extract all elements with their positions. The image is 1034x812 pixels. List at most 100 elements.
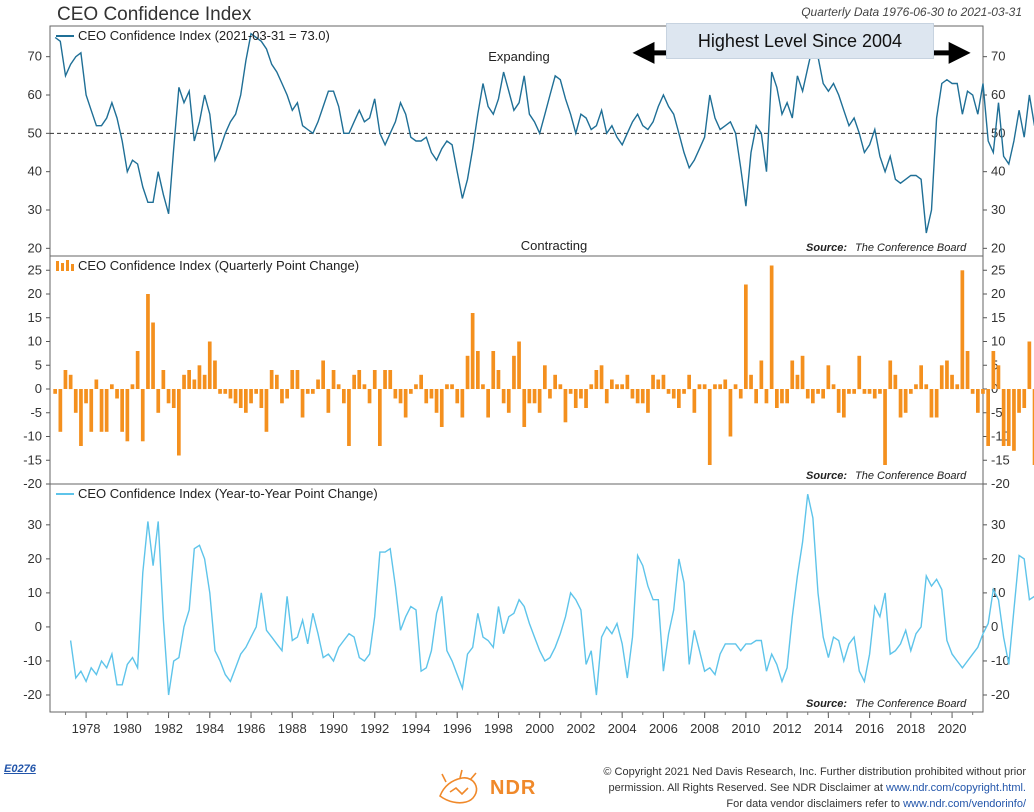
quarterly-change-bar: [677, 389, 681, 408]
quarterly-change-bar: [269, 370, 274, 389]
quarterly-change-bar: [893, 374, 898, 390]
quarterly-change-bar: [429, 389, 434, 399]
quarterly-change-bar: [450, 384, 454, 390]
callout-arrow-head-left: [632, 41, 655, 64]
quarterly-change-bar: [847, 389, 851, 394]
quarterly-change-bar: [939, 365, 944, 390]
copyright-line-2-text: permission. All Rights Reserved. See NDR…: [608, 782, 883, 794]
copyright-line-2: permission. All Rights Reserved. See NDR…: [546, 780, 1026, 796]
quarterly-change-bar: [620, 384, 624, 390]
quarterly-change-bar: [635, 389, 640, 404]
source-value: The Conference Board: [855, 698, 967, 710]
vendor-info-link[interactable]: www.ndr.com/vendorinfo/: [903, 798, 1026, 810]
x-tick-label: 1988: [278, 721, 307, 736]
quarterly-change-bar: [646, 389, 650, 413]
y-tick-label-left: 50: [28, 125, 42, 140]
source-label: Source:: [806, 698, 847, 710]
x-tick-label: 2002: [566, 721, 595, 736]
quarterly-change-bar: [496, 370, 501, 389]
y-tick-label-right: -20: [991, 687, 1010, 702]
quarterly-change-bar: [481, 384, 485, 390]
quarterly-change-bar: [553, 374, 557, 390]
quarterly-change-bar: [780, 389, 784, 404]
quarterly-change-bar: [965, 351, 970, 389]
y-tick-label-right: 30: [991, 517, 1005, 532]
quarterly-change-bar: [352, 374, 356, 390]
quarterly-change-bar: [120, 389, 124, 432]
quarterly-change-bar: [486, 389, 490, 418]
quarterly-change-bar: [692, 389, 697, 413]
quarterly-change-bar: [811, 389, 815, 404]
quarterly-change-bar: [501, 389, 506, 404]
source-label: Source:: [806, 242, 847, 254]
quarterly-change-bar: [640, 389, 645, 404]
quarterly-change-bar: [1032, 389, 1034, 465]
legend-label-2: CEO Confidence Index (Quarterly Point Ch…: [78, 258, 359, 273]
y-tick-label-left: -15: [23, 452, 42, 467]
x-tick-label: 2016: [855, 721, 884, 736]
quarterly-change-bar: [898, 389, 903, 418]
legend-label-1: CEO Confidence Index (2021-03-31 = 73.0): [78, 28, 330, 43]
quarterly-change-bar: [414, 384, 418, 390]
quarterly-change-bar: [878, 389, 882, 394]
quarterly-change-bar: [89, 389, 94, 432]
quarterly-change-bar: [970, 389, 975, 394]
y-tick-label-left: -20: [23, 687, 42, 702]
callout-box: Highest Level Since 2004: [666, 23, 934, 59]
quarterly-change-bar: [826, 365, 831, 390]
quarterly-change-bar: [506, 389, 511, 413]
quarterly-change-bar: [305, 389, 310, 394]
x-tick-label: 2004: [608, 721, 637, 736]
quarterly-change-bar: [403, 389, 408, 418]
quarterly-change-bar: [476, 351, 480, 389]
y-tick-label-left: 30: [28, 517, 42, 532]
quarterly-change-bar: [687, 374, 691, 390]
y-tick-label-left: 5: [35, 357, 42, 372]
quarterly-change-bar: [934, 389, 939, 418]
quarterly-change-bar: [543, 365, 547, 390]
y-tick-label-left: -10: [23, 429, 42, 444]
quarterly-change-bar: [615, 384, 619, 390]
quarterly-change-bar: [218, 389, 222, 394]
quarterly-change-bar: [532, 389, 537, 404]
quarterly-change-bar: [130, 384, 135, 390]
quarterly-change-bar: [960, 270, 965, 390]
x-tick-label: 1998: [484, 721, 513, 736]
x-tick-label: 1984: [195, 721, 224, 736]
y-tick-label-right: -20: [991, 476, 1010, 491]
y-tick-label-right: -5: [991, 405, 1003, 420]
y-tick-label-left: 0: [35, 619, 42, 634]
copyright-line-3-text: For data vendor disclaimers refer to: [726, 798, 901, 810]
quarterly-change-bar: [84, 389, 88, 404]
quarterly-change-bar: [177, 389, 181, 456]
copyright-link[interactable]: www.ndr.com/copyright.html.: [886, 782, 1026, 794]
quarterly-change-bar: [316, 379, 320, 389]
quarterly-change-bar: [1022, 389, 1027, 408]
quarterly-change-bar: [914, 384, 918, 390]
chart-code-link[interactable]: E0276: [4, 763, 36, 775]
quarterly-change-bar: [99, 389, 104, 432]
source-value: The Conference Board: [855, 242, 967, 254]
y-tick-label-right: 10: [991, 585, 1005, 600]
quarterly-change-bar: [398, 389, 403, 404]
y-tick-label-right: 30: [991, 202, 1005, 217]
quarterly-change-bar: [671, 389, 676, 399]
quarterly-change-bar: [213, 360, 217, 389]
quarterly-change-bar: [156, 389, 161, 413]
quarterly-change-bar: [383, 370, 387, 389]
quarterly-change-bar: [610, 379, 614, 389]
quarterly-change-bar: [125, 389, 130, 442]
quarterly-change-bar: [883, 389, 887, 465]
series-line-1: [54, 32, 1034, 234]
quarterly-change-bar: [769, 265, 774, 389]
quarterly-change-bar: [311, 389, 315, 394]
y-tick-label-right: 10: [991, 334, 1005, 349]
quarterly-change-bar: [202, 374, 207, 390]
quarterly-change-bar: [573, 389, 578, 408]
quarterly-change-bar: [754, 389, 758, 404]
quarterly-change-bar: [775, 389, 779, 408]
y-tick-label-left: 60: [28, 87, 42, 102]
quarterly-change-bar: [888, 360, 893, 389]
quarterly-change-bar: [630, 389, 635, 399]
date-range-note: Quarterly Data 1976-06-30 to 2021-03-31: [801, 5, 1022, 19]
